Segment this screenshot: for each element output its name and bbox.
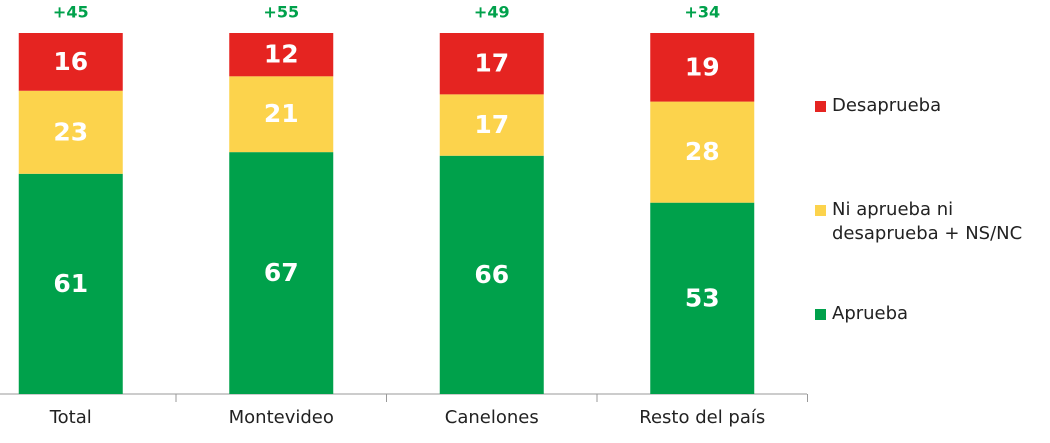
bar-segment xyxy=(439,33,544,95)
segment-label: 16 xyxy=(53,47,88,76)
legend-item: Aprueba xyxy=(815,302,1040,326)
net-label: +55 xyxy=(263,3,299,22)
bar-segment xyxy=(229,33,334,77)
bar-segment xyxy=(229,152,334,394)
bar-segment xyxy=(650,202,755,394)
bar-segment xyxy=(650,101,755,203)
bar-segment xyxy=(229,76,334,153)
bar-segment xyxy=(439,155,544,394)
net-label: +49 xyxy=(474,3,510,22)
segment-label: 23 xyxy=(53,117,88,146)
bar-segment xyxy=(18,33,123,91)
segment-label: 17 xyxy=(474,49,509,78)
segment-label: 17 xyxy=(474,110,509,139)
segment-label: 19 xyxy=(685,52,720,81)
plot: 61 23 16 +45 Total 67 21 12 +55 Montevideo 66 17 17 +… xyxy=(0,3,808,428)
legend-label: Ni aprueba ni desaprueba + NS/NC xyxy=(832,199,1023,244)
legend-label: Aprueba xyxy=(832,303,909,324)
bar-segment xyxy=(18,173,123,394)
segment-label: 12 xyxy=(264,40,299,69)
bar-segment xyxy=(439,94,544,156)
x-tick-label: Montevideo xyxy=(229,407,334,428)
segment-label: 66 xyxy=(474,260,509,289)
x-tick-label: Resto del país xyxy=(639,407,765,428)
legend-swatch xyxy=(815,205,826,216)
legend-label: Desaprueba xyxy=(832,95,942,116)
net-label: +45 xyxy=(53,3,89,22)
legend-item: Desaprueba xyxy=(815,94,1040,118)
x-tick-label: Total xyxy=(49,407,92,428)
bar-segment xyxy=(18,90,123,174)
net-label: +34 xyxy=(684,3,720,22)
bar-segment xyxy=(650,33,755,102)
segment-label: 21 xyxy=(264,99,299,128)
legend-swatch xyxy=(815,101,826,112)
segment-label: 28 xyxy=(685,137,720,166)
segment-label: 61 xyxy=(53,269,88,298)
x-tick-label: Canelones xyxy=(445,407,539,428)
legend-item: Ni aprueba ni desaprueba + NS/NC xyxy=(815,198,1040,246)
segment-label: 67 xyxy=(264,258,299,287)
legend-swatch xyxy=(815,309,826,320)
segment-label: 53 xyxy=(685,283,720,312)
